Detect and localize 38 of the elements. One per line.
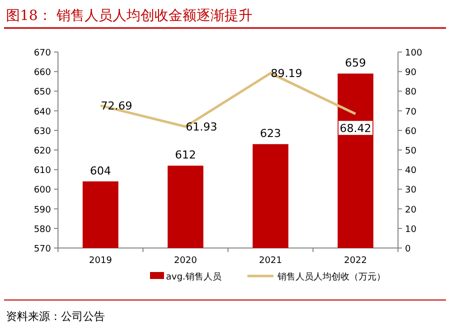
data-label: 61.93 [186,120,218,134]
legend-label: 销售人员人均创收（万元） [276,272,386,282]
data-label: 89.19 [270,67,302,80]
y-tick-label: 670 [34,48,52,58]
y2-tick-label: 30 [405,186,417,196]
y2-tick-label: 60 [405,126,417,137]
data-label: 612 [175,148,196,162]
y-tick-label: 640 [34,107,52,118]
y2-tick-label: 0 [405,244,411,254]
y-tick-label: 660 [34,68,52,78]
x-tick-label: 2022 [344,256,367,266]
x-tick-label: 2019 [89,256,112,266]
y2-tick-label: 70 [405,107,417,118]
data-label: 659 [345,56,366,70]
data-label: 604 [90,164,111,178]
legend-label: avg.销售人员 [166,272,222,282]
y2-tick-label: 100 [405,48,422,58]
data-label: 623 [260,127,281,140]
chart-title: 图18： 销售人员人均创收金额逐渐提升 [6,8,252,24]
y-tick-label: 650 [34,88,52,98]
y2-tick-label: 80 [405,88,417,98]
y-tick-label: 630 [34,126,52,137]
text: 资料来源：公司公告 [6,310,105,323]
x-tick-label: 2020 [174,256,198,266]
y2-tick-label: 40 [405,166,417,176]
y-tick-label: 580 [34,224,52,235]
y-tick-label: 600 [34,186,52,196]
y2-tick-label: 50 [405,146,417,156]
data-label: 68.42 [340,122,372,135]
data-label: 72.69 [100,100,132,113]
y-tick-label: 570 [34,244,52,254]
y-tick-label: 620 [34,146,52,156]
y2-tick-label: 90 [405,68,417,78]
y-tick-label: 590 [34,205,52,216]
y2-tick-label: 10 [405,224,417,235]
y-tick-label: 610 [34,166,52,176]
x-tick-label: 2021 [259,256,282,266]
y2-tick-label: 20 [405,205,417,216]
